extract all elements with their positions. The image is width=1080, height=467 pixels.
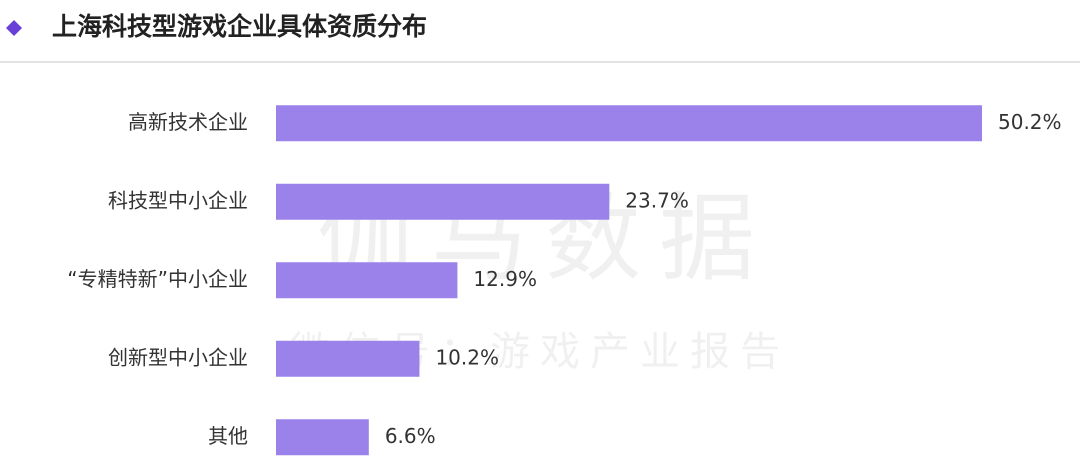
category-label: 其他 bbox=[208, 424, 248, 448]
value-label: 12.9% bbox=[473, 267, 537, 291]
bar bbox=[276, 183, 610, 220]
value-label: 10.2% bbox=[435, 345, 499, 369]
bar bbox=[276, 340, 420, 377]
title-icon bbox=[6, 20, 22, 36]
category-label: 创新型中小企业 bbox=[108, 345, 248, 369]
category-label: “专精特新”中小企业 bbox=[67, 267, 248, 291]
category-label: 高新技术企业 bbox=[128, 110, 248, 134]
bar bbox=[276, 419, 369, 456]
value-label: 50.2% bbox=[998, 110, 1062, 134]
value-label: 6.6% bbox=[385, 424, 436, 448]
chart-title: 上海科技型游戏企业具体资质分布 bbox=[52, 12, 427, 41]
value-label: 23.7% bbox=[625, 188, 689, 212]
category-label: 科技型中小企业 bbox=[108, 188, 248, 212]
bar bbox=[276, 262, 458, 299]
bar bbox=[276, 105, 982, 142]
